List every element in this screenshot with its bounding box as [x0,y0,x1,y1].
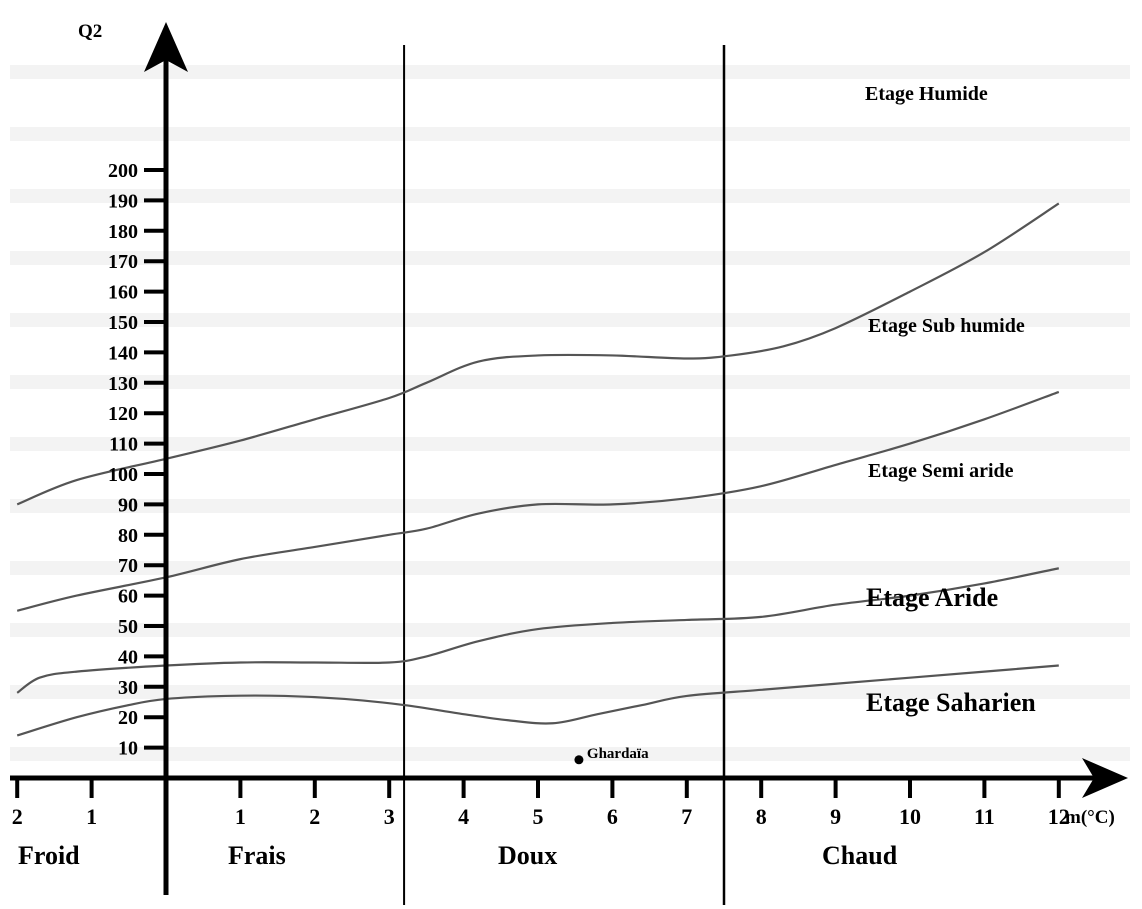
zone-label-froid: Froid [18,841,80,870]
etage-label-sub-humide: Etage Sub humide [868,315,1025,337]
y-tick-label: 180 [108,221,138,243]
y-tick-label: 60 [118,586,138,608]
boundary-curve-3 [16,567,1060,694]
x-tick-label: 12 [1048,804,1070,829]
ghardaia-point [574,755,584,765]
y-axis-arrowhead [144,22,188,72]
x-axis-label: m(°C) [1065,807,1115,828]
x-axis-ticks: 2 1 1 2 3 4 5 6 7 8 9 10 11 12 [12,778,1070,829]
y-tick-label: 20 [118,707,138,729]
etage-label-humide: Etage Humide [865,83,988,105]
x-tick-label: 1 [86,804,97,829]
etage-label-aride: Etage Aride [866,583,998,612]
ghardaia-label: Ghardaïa [587,746,649,762]
background-bleed-through [10,65,1130,761]
y-tick-label: 80 [118,525,138,547]
x-tick-label: 1 [235,804,246,829]
y-axis-label: Q2 [78,21,102,42]
x-tick-label: 3 [384,804,395,829]
x-tick-label: 8 [756,804,767,829]
x-tick-label: 2 [309,804,320,829]
x-tick-label: 2 [12,804,23,829]
y-tick-label: 120 [108,403,138,425]
y-tick-label: 130 [108,373,138,395]
boundary-curve-2 [16,390,1060,612]
zone-label-doux: Doux [498,841,557,870]
y-tick-label: 150 [108,312,138,334]
y-tick-label: 160 [108,282,138,304]
y-tick-label: 70 [118,555,138,577]
y-tick-label: 200 [108,160,138,182]
etage-label-saharien: Etage Saharien [866,688,1036,717]
x-tick-label: 4 [458,804,469,829]
y-tick-label: 40 [118,646,138,668]
y-tick-label: 140 [108,342,138,364]
y-tick-label: 50 [118,616,138,638]
zone-label-frais: Frais [228,841,286,870]
y-tick-label: 110 [109,434,138,456]
y-tick-label: 10 [118,738,138,760]
x-axis-arrowhead [1082,758,1128,798]
etage-boundary-curves [16,202,1060,737]
y-tick-label: 90 [118,494,138,516]
x-tick-label: 11 [974,804,995,829]
etage-label-semi-aride: Etage Semi aride [868,460,1014,482]
y-tick-label: 190 [108,190,138,212]
x-tick-label: 9 [830,804,841,829]
y-tick-label: 100 [108,464,138,486]
y-axis-ticks: 200 190 180 170 160 150 140 130 120 110 100 90 80 70 6… [108,160,166,760]
boundary-curve-1 [16,202,1060,506]
x-tick-label: 10 [899,804,921,829]
y-tick-label: 30 [118,677,138,699]
zone-label-chaud: Chaud [822,841,898,870]
x-tick-label: 5 [533,804,544,829]
x-tick-label: 6 [607,804,618,829]
x-tick-label: 7 [681,804,692,829]
y-tick-label: 170 [108,251,138,273]
